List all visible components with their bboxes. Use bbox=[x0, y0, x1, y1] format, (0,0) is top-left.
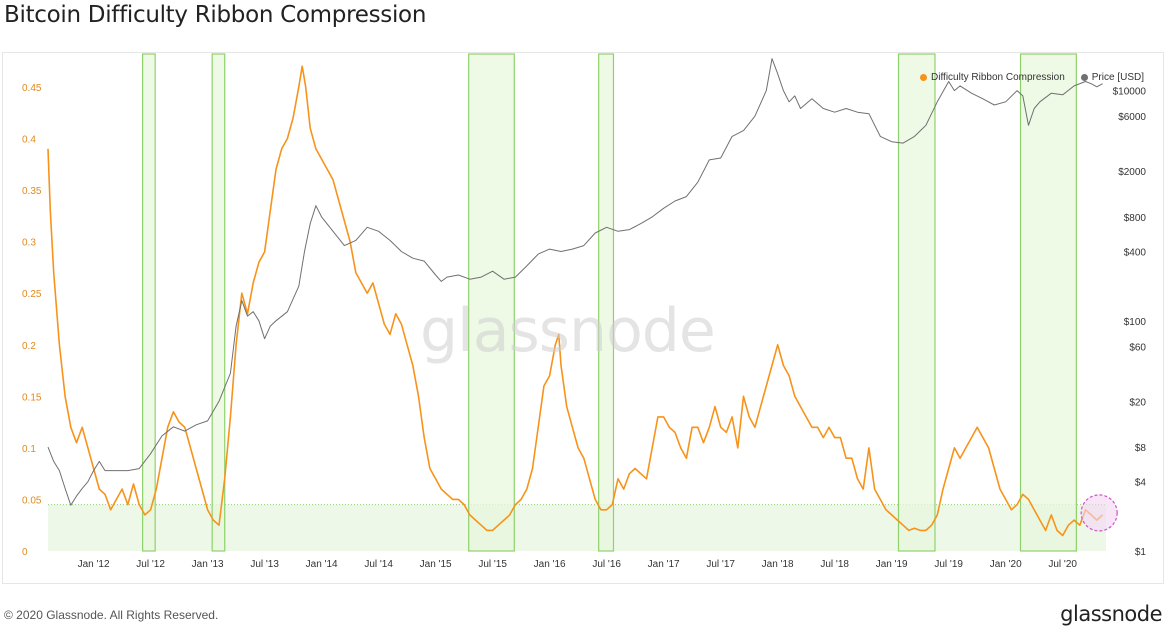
legend-dot-price bbox=[1080, 74, 1088, 81]
x-tick-label: Jul '19 bbox=[934, 559, 963, 570]
legend-dot-compression bbox=[920, 74, 927, 81]
legend-item-price[interactable]: Price [USD] bbox=[1080, 72, 1144, 83]
highlight-range-1 bbox=[211, 53, 226, 552]
y-right-tick-label: $1 bbox=[1135, 547, 1147, 558]
y-right-tick-label: $8 bbox=[1135, 443, 1147, 454]
x-tick-label: Jul '15 bbox=[478, 559, 507, 570]
legend-label-compression: Difficulty Ribbon Compression bbox=[931, 72, 1065, 83]
x-tick-label: Jul '12 bbox=[136, 559, 165, 570]
glassnode-logo[interactable]: glassnode bbox=[1060, 602, 1162, 626]
y-left-tick-label: 0.45 bbox=[22, 83, 42, 94]
x-tick-label: Jan '16 bbox=[534, 559, 566, 570]
copyright-text: © 2020 Glassnode. All Rights Reserved. bbox=[4, 608, 219, 622]
x-tick-label: Jul '20 bbox=[1048, 559, 1077, 570]
y-right-tick-label: $60 bbox=[1129, 342, 1146, 353]
price-series-line bbox=[47, 58, 1103, 506]
highlight-range-2 bbox=[468, 53, 515, 552]
x-tick-label: Jan '20 bbox=[990, 559, 1022, 570]
chart-title: Bitcoin Difficulty Ribbon Compression bbox=[4, 2, 427, 28]
y-right-tick-label: $6000 bbox=[1118, 112, 1146, 123]
x-tick-label: Jan '17 bbox=[648, 559, 680, 570]
y-right-tick-label: $400 bbox=[1124, 248, 1147, 259]
compression-series-line bbox=[47, 65, 1104, 537]
y-left-tick-label: 0.2 bbox=[22, 341, 36, 352]
x-tick-label: Jan '19 bbox=[876, 559, 908, 570]
watermark: glassnode bbox=[420, 296, 716, 366]
y-left-tick-label: 0.15 bbox=[22, 392, 42, 403]
y-right-tick-label: $4 bbox=[1135, 478, 1147, 489]
y-right-tick-label: $2000 bbox=[1118, 167, 1146, 178]
legend-label-price: Price [USD] bbox=[1091, 72, 1144, 83]
y-left-tick-label: 0.35 bbox=[22, 186, 42, 197]
x-tick-label: Jul '13 bbox=[250, 559, 279, 570]
x-tick-label: Jul '17 bbox=[706, 559, 735, 570]
x-tick-label: Jul '16 bbox=[592, 559, 621, 570]
highlight-range-4 bbox=[897, 53, 936, 552]
annotation-circle bbox=[1080, 494, 1118, 532]
chart-frame bbox=[2, 52, 1164, 584]
y-right-tick-label: $100 bbox=[1124, 317, 1147, 328]
legend-item-compression[interactable]: Difficulty Ribbon Compression bbox=[920, 72, 1065, 83]
x-tick-label: Jan '15 bbox=[420, 559, 452, 570]
highlight-range-0 bbox=[142, 53, 156, 552]
y-right-tick-label: $800 bbox=[1124, 213, 1147, 224]
y-left-tick-label: 0.25 bbox=[22, 289, 42, 300]
x-tick-label: Jan '12 bbox=[78, 559, 110, 570]
y-right-tick-label: $10000 bbox=[1113, 87, 1147, 98]
y-left-tick-label: 0.1 bbox=[22, 444, 36, 455]
y-right-tick-label: $20 bbox=[1129, 397, 1146, 408]
y-left-tick-label: 0.3 bbox=[22, 238, 36, 249]
highlight-range-5 bbox=[1019, 53, 1077, 552]
x-tick-label: Jul '18 bbox=[820, 559, 849, 570]
highlight-range-3 bbox=[598, 53, 615, 552]
x-tick-label: Jan '14 bbox=[306, 559, 338, 570]
x-tick-label: Jan '13 bbox=[192, 559, 224, 570]
y-left-tick-label: 0.4 bbox=[22, 135, 36, 146]
chart-legend: Difficulty Ribbon Compression Price [USD… bbox=[920, 72, 1144, 83]
x-tick-label: Jan '18 bbox=[762, 559, 794, 570]
y-left-tick-label: 0.05 bbox=[22, 495, 42, 506]
y-left-tick-label: 0 bbox=[22, 547, 28, 558]
threshold-band bbox=[48, 504, 1106, 551]
x-tick-label: Jul '14 bbox=[364, 559, 393, 570]
